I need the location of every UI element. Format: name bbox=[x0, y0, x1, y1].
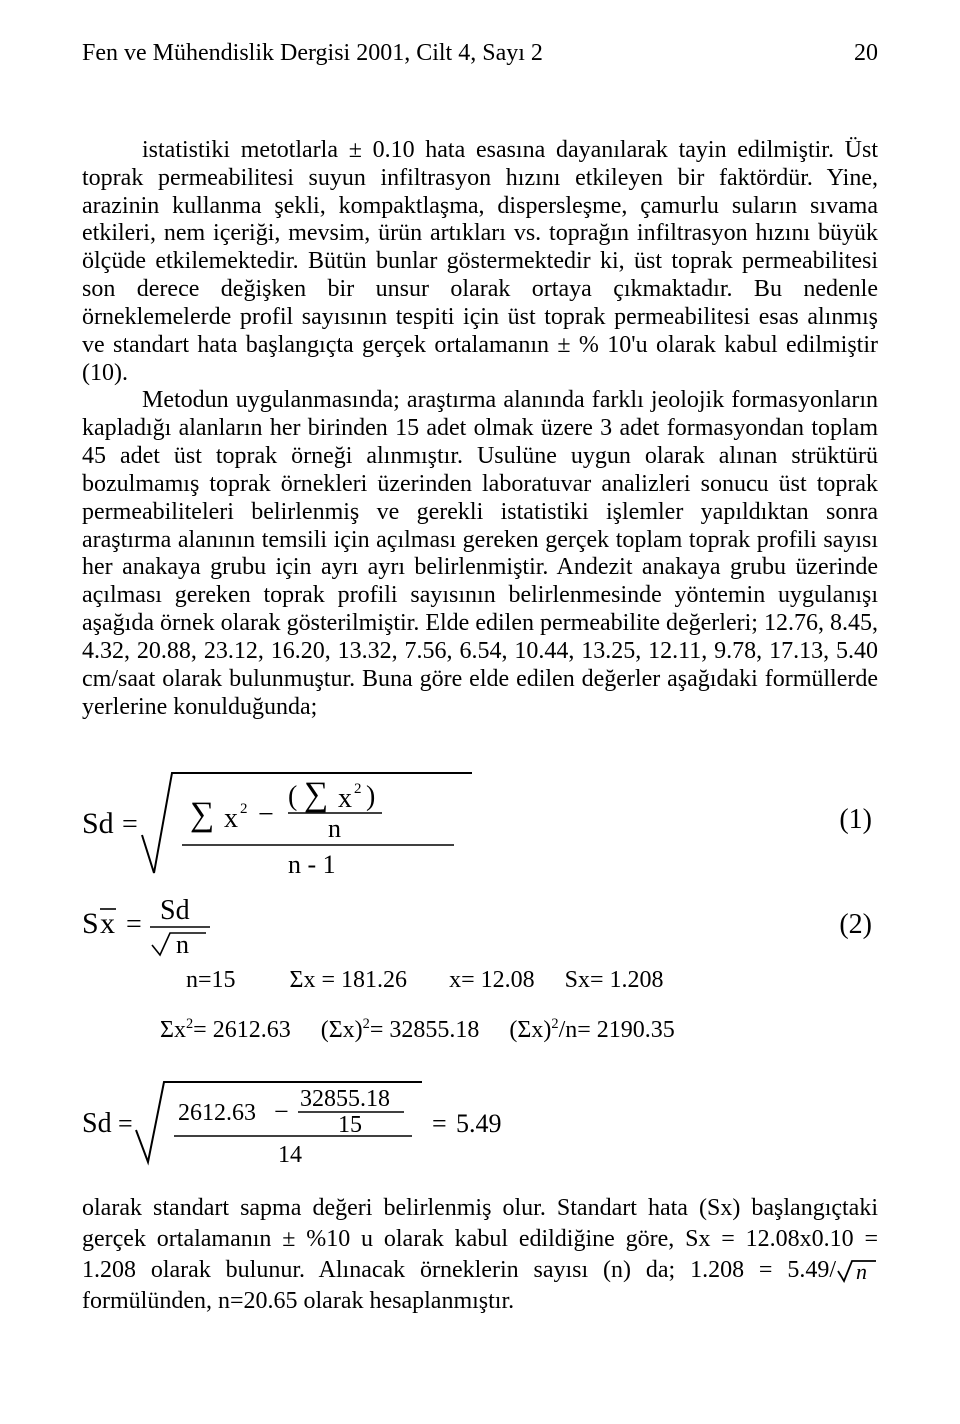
page-number: 20 bbox=[854, 40, 878, 67]
final-part-1: olarak standart sapma değeri belirlenmiş… bbox=[82, 1195, 878, 1282]
val-sx: Sx= 1.208 bbox=[565, 967, 664, 993]
equation-1-block: Sd = ∑ x 2 − ( ∑ x 2 ) n bbox=[82, 755, 878, 885]
eq1-lhs: Sd bbox=[82, 807, 114, 840]
eq1-pclose: ) bbox=[366, 781, 375, 812]
page: Fen ve Mühendislik Dergisi 2001, Cilt 4,… bbox=[0, 0, 960, 1424]
equation-2-number: (2) bbox=[839, 909, 878, 941]
paragraph-1: istatistiki metotlarla ± 0.10 hata esası… bbox=[82, 137, 878, 387]
eq1-sq-outer: 2 bbox=[240, 801, 248, 817]
eq3-minus: − bbox=[274, 1097, 289, 1126]
eq1-equals: = bbox=[122, 809, 138, 840]
eq1-n-minus-1: n - 1 bbox=[288, 850, 336, 879]
val-n: n=15 bbox=[186, 967, 236, 993]
eq1-sum-inner: ∑ bbox=[304, 776, 328, 813]
eq2-sd: Sd bbox=[160, 895, 190, 926]
equation-3-svg: Sd = 2612.63 − 32855.18 15 14 = 5.49 bbox=[82, 1070, 542, 1170]
equation-1-row: Sd = ∑ x 2 − ( ∑ x 2 ) n bbox=[82, 755, 878, 885]
val-psumx2: (Σx)2= 32855.18 bbox=[321, 1017, 480, 1043]
eq1-sq-inner: 2 bbox=[354, 781, 362, 797]
val-psumx2n: (Σx)2/n= 2190.35 bbox=[509, 1017, 674, 1043]
svg-text:n: n bbox=[856, 1259, 867, 1283]
eq2-x: x bbox=[100, 907, 115, 940]
eq1-sum-outer: ∑ bbox=[190, 796, 214, 833]
equation-3-block: Sd = 2612.63 − 32855.18 15 14 = 5.49 bbox=[82, 1070, 878, 1175]
page-header: Fen ve Mühendislik Dergisi 2001, Cilt 4,… bbox=[82, 40, 878, 67]
eq3-b-top: 32855.18 bbox=[300, 1086, 390, 1112]
val-sumx2: Σx2= 2612.63 bbox=[160, 1017, 291, 1043]
values-line-1: n=15 Σx = 181.26 x= 12.08 Sx= 1.208 bbox=[186, 967, 878, 994]
equation-2-svg: S x = Sd n bbox=[82, 889, 282, 961]
equation-1-svg: Sd = ∑ x 2 − ( ∑ x 2 ) n bbox=[82, 755, 502, 885]
eq2-S: S bbox=[82, 907, 99, 940]
eq1-popen: ( bbox=[288, 781, 297, 812]
eq3-rhs-eq: = bbox=[432, 1109, 447, 1138]
eq1-x-inner: x bbox=[338, 783, 352, 814]
inline-sqrt-n-icon: n bbox=[836, 1257, 878, 1283]
val-x: x= 12.08 bbox=[449, 967, 535, 993]
eq2-equals: = bbox=[126, 909, 142, 940]
journal-title: Fen ve Mühendislik Dergisi 2001, Cilt 4,… bbox=[82, 40, 543, 67]
final-part-2: formülünden, n=20.65 olarak hesaplanmışt… bbox=[82, 1288, 514, 1314]
eq1-n-top: n bbox=[328, 814, 341, 843]
eq3-lhs: Sd bbox=[82, 1108, 112, 1139]
eq3-equals: = bbox=[118, 1109, 133, 1138]
val-sumx: Σx = 181.26 bbox=[290, 967, 408, 993]
eq3-b-bot: 15 bbox=[338, 1112, 362, 1138]
eq1-x-outer: x bbox=[224, 803, 238, 834]
eq2-n: n bbox=[176, 930, 189, 959]
equation-2-row: S x = Sd n (2) bbox=[82, 889, 878, 961]
eq3-denom: 14 bbox=[278, 1142, 302, 1168]
equation-1-number: (1) bbox=[839, 804, 878, 836]
eq1-minus: − bbox=[258, 799, 274, 830]
values-line-2: Σx2= 2612.63 (Σx)2= 32855.18 (Σx)2/n= 21… bbox=[160, 1016, 878, 1044]
eq3-a: 2612.63 bbox=[178, 1100, 256, 1126]
final-paragraph: olarak standart sapma değeri belirlenmiş… bbox=[82, 1193, 878, 1316]
eq3-rhs-val: 5.49 bbox=[456, 1109, 502, 1138]
paragraph-2: Metodun uygulanmasında; araştırma alanın… bbox=[82, 387, 878, 721]
